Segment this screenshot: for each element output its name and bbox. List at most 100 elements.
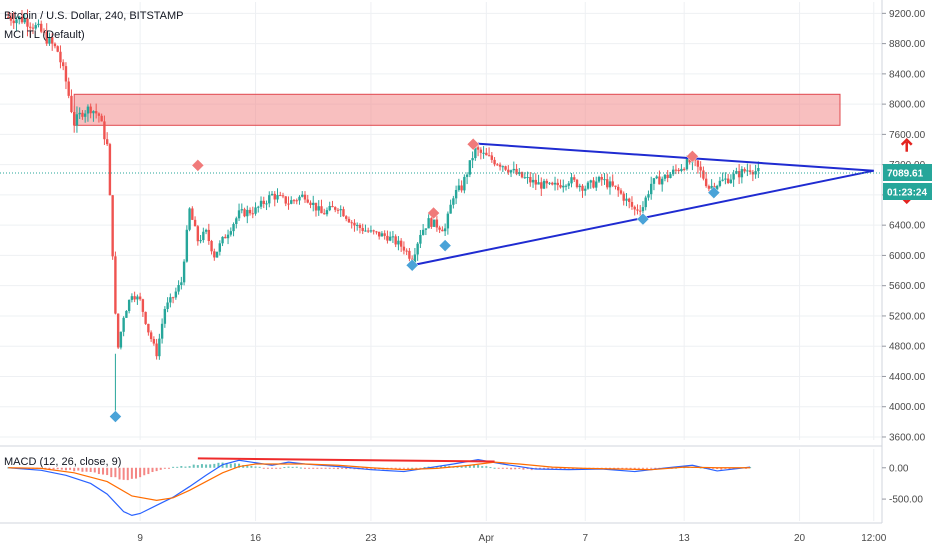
candle-body [177, 285, 180, 292]
candle-body [29, 26, 32, 28]
candle-body [397, 240, 400, 245]
candle-body [152, 339, 156, 344]
macd-histogram-bar [176, 466, 179, 468]
candle-body [548, 182, 551, 184]
candle-body [413, 254, 417, 263]
macd-histogram-bar [73, 467, 76, 472]
candle-body [361, 227, 364, 232]
candle-body [553, 182, 557, 185]
candle-body [144, 311, 147, 324]
price-axis-label: 6400.00 [889, 221, 926, 232]
candle-body [235, 218, 238, 224]
candle-body [419, 234, 422, 244]
candle-body [732, 173, 735, 180]
candle-body [292, 200, 296, 202]
macd-histogram-bar [324, 467, 327, 469]
candle-body [685, 158, 689, 170]
macd-histogram-bar [514, 467, 517, 470]
candle-body [485, 152, 488, 156]
macd-histogram-bar [283, 467, 286, 469]
candle-body [147, 323, 150, 333]
candle-body [454, 189, 458, 199]
candle-body [248, 209, 252, 214]
candle-body [114, 256, 117, 314]
candle-body [375, 231, 378, 233]
macd-histogram-bar [336, 467, 339, 470]
macd-histogram-bar [444, 465, 447, 468]
candle-body [743, 169, 746, 172]
candle-body [281, 195, 285, 197]
time-axis-label: Apr [479, 533, 495, 544]
candle-body [575, 179, 579, 188]
macd-histogram-bar [402, 467, 405, 469]
macd-histogram-bar [89, 467, 92, 472]
candle-body [660, 178, 664, 185]
candle-body [682, 168, 686, 170]
macd-histogram-bar [707, 467, 710, 469]
macd-line [8, 459, 751, 516]
macd-histogram-bar [126, 467, 129, 481]
candle-body [380, 233, 384, 237]
macd-histogram-bar [262, 467, 265, 469]
candle-body [355, 224, 359, 226]
candle-body [496, 164, 499, 166]
candle-body [449, 204, 452, 214]
macd-histogram-bar [654, 467, 657, 469]
candle-body [295, 200, 298, 202]
candle-body [306, 199, 309, 203]
candle-body [704, 178, 708, 187]
candle-body [639, 210, 642, 212]
macd-histogram-bar [547, 467, 550, 470]
candle-body [369, 230, 373, 232]
candle-body [531, 179, 535, 183]
macd-histogram-bar [85, 467, 88, 472]
candle-body [446, 213, 450, 229]
candle-body [251, 213, 254, 215]
candle-body [268, 195, 271, 204]
candle-body [215, 251, 219, 258]
candle-body [633, 206, 636, 210]
candle-body [737, 171, 741, 178]
macd-histogram-bar [97, 467, 100, 475]
candle-body [567, 183, 570, 186]
macd-histogram-bar [266, 467, 269, 469]
candle-body [257, 206, 260, 208]
macd-histogram-bar [60, 467, 63, 470]
candle-body [707, 186, 711, 189]
macd-histogram-bar [233, 463, 236, 468]
macd-histogram-bar [728, 467, 731, 470]
candle-body [394, 236, 397, 245]
candle-body [7, 17, 10, 19]
candle-body [31, 27, 35, 29]
candle-body [270, 193, 274, 196]
candle-body [597, 177, 601, 182]
macd-histogram-bar [275, 467, 278, 469]
pivot-high-marker [427, 206, 440, 220]
macd-histogram-bar [510, 467, 513, 470]
candle-body [578, 185, 581, 188]
candle-body [432, 219, 436, 227]
candle-body [399, 240, 403, 247]
candle-body [182, 261, 186, 283]
macd-histogram-bar [320, 467, 323, 469]
candle-body [468, 160, 472, 175]
macd-divergence-line [197, 457, 495, 463]
candle-body [213, 251, 216, 258]
candle-body [614, 185, 617, 187]
candle-body [438, 227, 441, 230]
triangle-upper-line [474, 142, 874, 172]
macd-histogram-bar [56, 467, 59, 470]
candle-body [669, 174, 672, 179]
candle-body [37, 23, 40, 26]
macd-histogram-bar [477, 464, 480, 468]
candle-body [715, 185, 719, 190]
candle-body [232, 223, 235, 232]
candle-body [204, 229, 208, 232]
candle-body [246, 209, 249, 217]
candle-body [551, 182, 554, 185]
macd-histogram-bar [200, 464, 203, 468]
candle-body [298, 196, 301, 201]
candle-body [493, 159, 496, 165]
macd-histogram-bar [398, 467, 401, 469]
candle-body [592, 180, 595, 188]
